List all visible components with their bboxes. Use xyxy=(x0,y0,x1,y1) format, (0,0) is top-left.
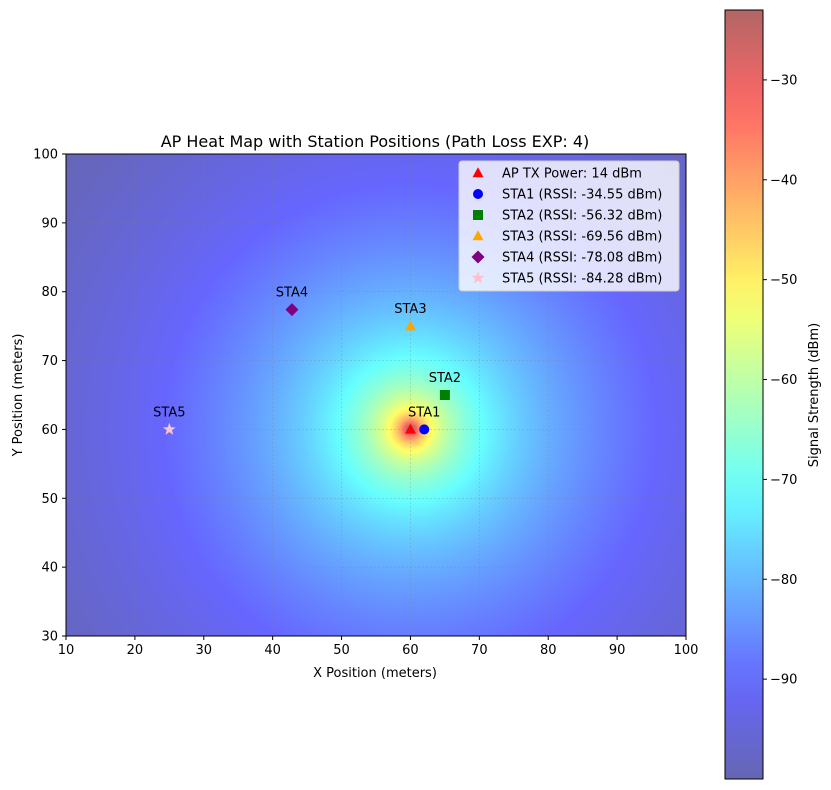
y-tick-label: 100 xyxy=(33,148,58,163)
legend-box xyxy=(458,160,680,292)
x-tick-label: 50 xyxy=(333,643,350,658)
y-tick-label: 60 xyxy=(41,423,58,438)
legend-marker xyxy=(472,230,484,241)
marker-sta5 xyxy=(162,422,176,435)
colorbar-tick-label: −50 xyxy=(770,273,797,288)
annotation-sta3: STA3 xyxy=(394,302,426,317)
station-markers xyxy=(162,303,450,435)
annotation-sta4: STA4 xyxy=(276,286,308,301)
x-tick-label: 10 xyxy=(58,643,75,658)
x-tick-label: 70 xyxy=(471,643,488,658)
plot-frame xyxy=(65,153,687,637)
marker-sta2 xyxy=(439,390,450,400)
legend-entry: STA3 (RSSI: -69.56 dBm) xyxy=(502,230,662,245)
x-tick-label: 20 xyxy=(127,643,144,658)
colorbar-tick-label: −60 xyxy=(770,373,797,388)
colorbar-label: Signal Strength (dBm) xyxy=(807,323,822,467)
x-tick-label: 80 xyxy=(540,643,557,658)
colorbar-tick-label: −70 xyxy=(770,473,797,488)
marker-sta4 xyxy=(285,303,299,317)
legend: AP TX Power: 14 dBm STA1 (RSSI: -34.55 dB… xyxy=(458,160,680,292)
y-tick-label: 70 xyxy=(41,354,58,369)
legend-marker xyxy=(473,210,483,220)
x-tick-label: 100 xyxy=(674,643,699,658)
marker-sta3 xyxy=(404,320,416,331)
x-axis: 10 20 30 40 50 60 70 80 90 100 xyxy=(58,636,699,658)
y-tick-label: 30 xyxy=(41,630,58,645)
annotation-sta2: STA2 xyxy=(429,371,461,386)
y-axis-label: Y Position (meters) xyxy=(11,334,26,458)
legend-entry: AP TX Power: 14 dBm xyxy=(502,167,642,182)
colorbar-tick-label: −80 xyxy=(770,573,797,588)
x-tick-label: 40 xyxy=(264,643,281,658)
legend-marker xyxy=(471,271,485,284)
y-axis: 30 40 50 60 70 80 90 100 xyxy=(33,148,66,645)
legend-entry: STA1 (RSSI: -34.55 dBm) xyxy=(502,188,662,203)
x-axis-label: X Position (meters) xyxy=(313,666,437,681)
y-tick-label: 80 xyxy=(41,285,58,300)
x-tick-label: 90 xyxy=(609,643,626,658)
y-tick-label: 90 xyxy=(41,216,58,231)
annotation-sta1: STA1 xyxy=(408,405,440,420)
legend-entry: STA5 (RSSI: -84.28 dBm) xyxy=(502,272,662,287)
legend-marker xyxy=(473,189,483,199)
colorbar-tick-label: −30 xyxy=(770,73,797,88)
marker-sta1 xyxy=(419,424,430,435)
annotation-sta5: STA5 xyxy=(153,405,185,420)
colorbar-tick-label: −90 xyxy=(770,673,797,688)
y-tick-label: 50 xyxy=(41,492,58,507)
x-tick-label: 60 xyxy=(402,643,419,658)
legend-marker xyxy=(471,250,485,264)
station-annotations: STA1 STA2 STA3 STA4 STA5 xyxy=(153,286,461,421)
colorbar-tick-label: −40 xyxy=(770,173,797,188)
marker-ap xyxy=(404,423,416,434)
colorbar: −90 −80 −70 −60 −50 −40 −30 Signal Strength (d… xyxy=(724,9,822,780)
legend-entry: STA2 (RSSI: -56.32 dBm) xyxy=(502,209,662,224)
colorbar-gradient xyxy=(724,9,764,780)
legend-entry: STA4 (RSSI: -78.08 dBm) xyxy=(502,251,662,266)
legend-marker xyxy=(472,167,484,178)
y-tick-label: 40 xyxy=(41,561,58,576)
chart-title: AP Heat Map with Station Positions (Path… xyxy=(161,132,590,151)
x-tick-label: 30 xyxy=(196,643,213,658)
